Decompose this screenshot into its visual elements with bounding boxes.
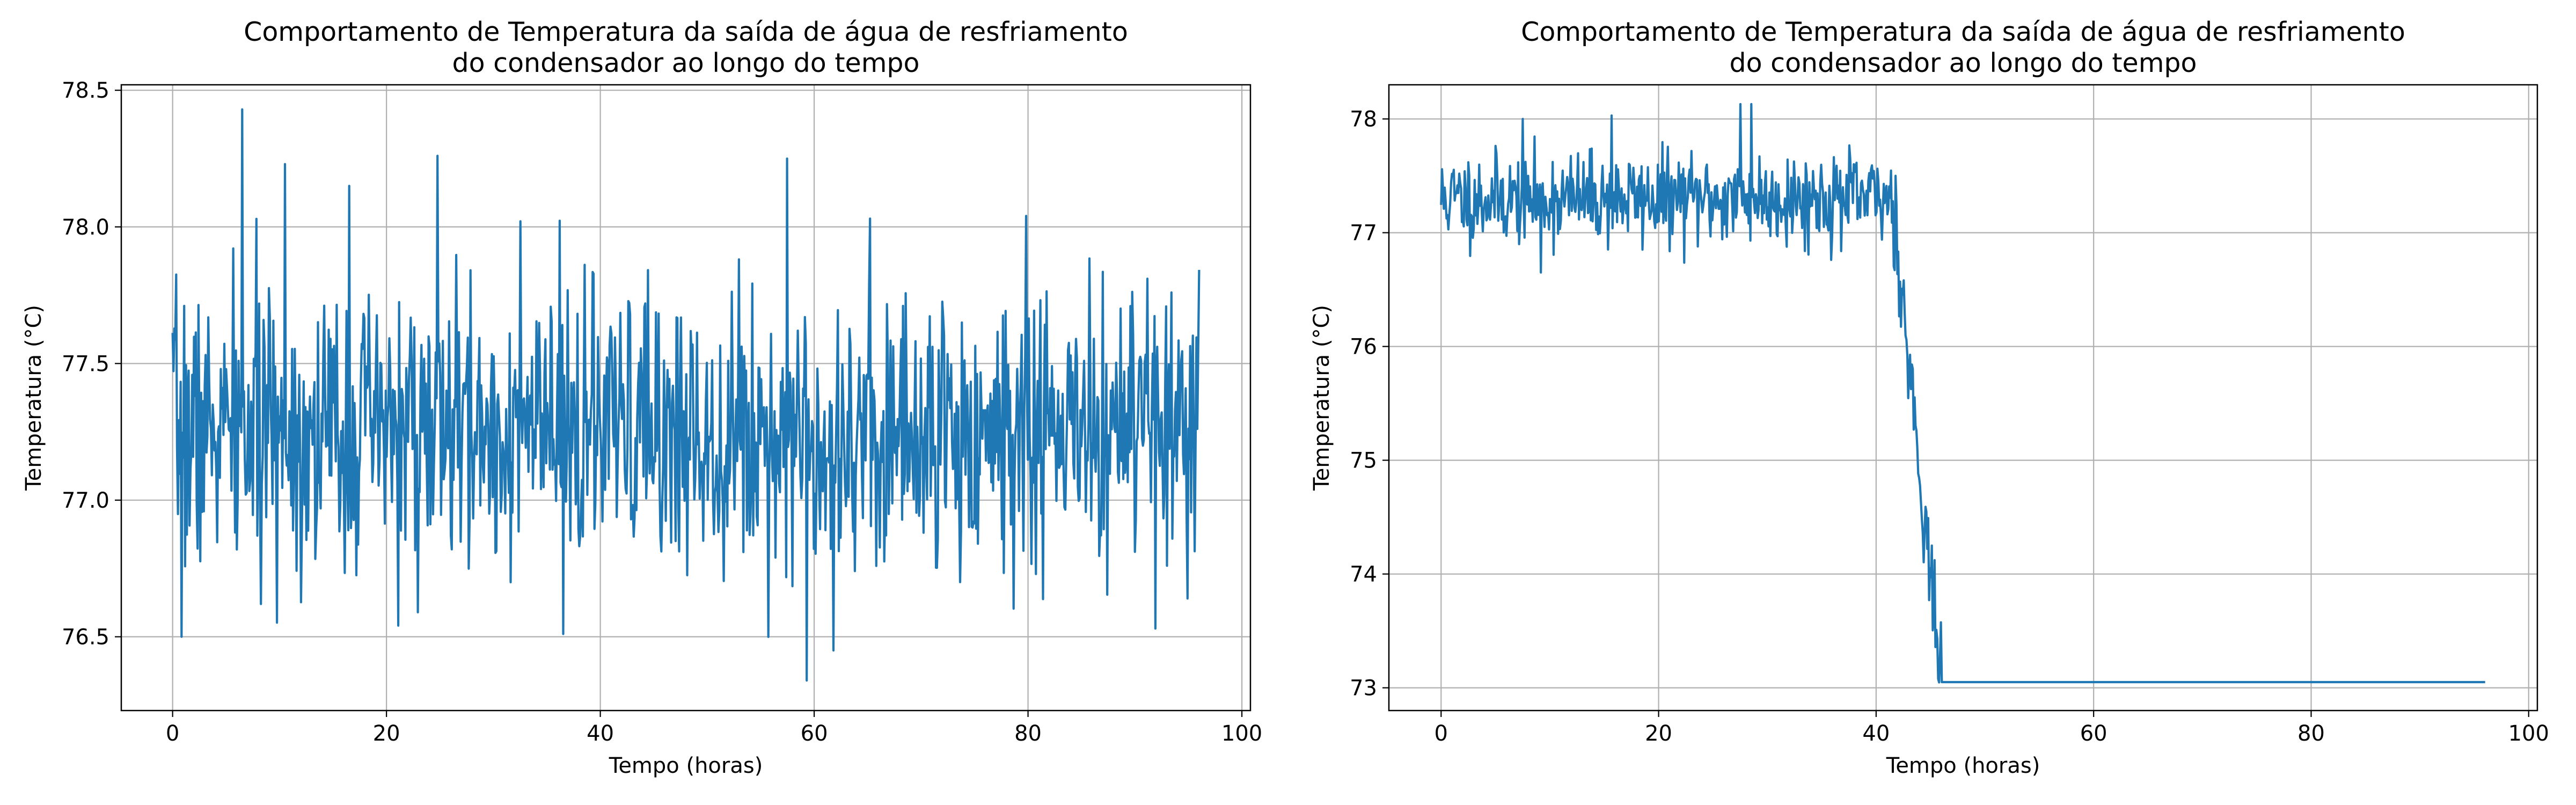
y-tick-label: 74 <box>1350 562 1377 587</box>
chart-right: Comportamento de Temperatura da saída de… <box>1309 17 2549 778</box>
chart-title-line1: Comportamento de Temperatura da saída de… <box>244 17 1128 47</box>
y-tick-label: 75 <box>1350 449 1377 473</box>
chart-title-line2: do condensador ao longo do tempo <box>452 48 919 78</box>
chart-title-line1: Comportamento de Temperatura da saída de… <box>1521 17 2405 47</box>
x-tick-label: 0 <box>166 721 179 746</box>
y-axis-ticks: 76.5 77.0 77.5 78.0 78.5 <box>62 78 121 650</box>
axes-frame <box>120 84 1252 712</box>
y-axis-label: Temperatura (°C) <box>21 305 46 491</box>
y-tick-label: 73 <box>1350 676 1377 701</box>
y-axis-ticks: 73 74 75 76 77 78 <box>1350 107 1389 701</box>
y-tick-label: 77.5 <box>62 352 109 376</box>
y-tick-label: 77 <box>1350 221 1377 246</box>
y-tick-label: 76 <box>1350 335 1377 360</box>
x-axis-ticks: 0 20 40 60 80 100 <box>1435 711 2549 746</box>
x-tick-label: 40 <box>1862 721 1890 746</box>
x-tick-label: 40 <box>587 721 614 746</box>
chart-title-line2: do condensador ao longo do tempo <box>1729 48 2197 78</box>
y-axis-label: Temperatura (°C) <box>1309 305 1334 491</box>
y-tick-label: 77.0 <box>62 488 109 513</box>
series-line <box>171 108 1201 682</box>
y-tick-label: 76.5 <box>62 625 109 650</box>
x-tick-label: 20 <box>373 721 400 746</box>
x-tick-label: 80 <box>1014 721 1042 746</box>
x-tick-label: 0 <box>1435 721 1448 746</box>
x-axis-label: Tempo (horas) <box>609 753 763 778</box>
series-line <box>1440 103 2486 684</box>
x-axis-label: Tempo (horas) <box>1886 753 2040 778</box>
x-tick-label: 60 <box>801 721 828 746</box>
plot-area <box>1440 103 2486 684</box>
x-axis-ticks: 0 20 40 60 80 100 <box>166 711 1262 746</box>
x-tick-label: 80 <box>2297 721 2325 746</box>
x-tick-label: 60 <box>2080 721 2107 746</box>
y-tick-label: 78.0 <box>62 215 109 240</box>
x-tick-label: 20 <box>1645 721 1672 746</box>
plot-area <box>171 108 1201 682</box>
y-tick-label: 78.5 <box>62 78 109 103</box>
x-tick-label: 100 <box>1221 721 1262 746</box>
x-tick-label: 100 <box>2508 721 2549 746</box>
axes-frame <box>1388 84 2538 712</box>
y-tick-label: 78 <box>1350 107 1377 132</box>
chart-left: Comportamento de Temperatura da saída de… <box>21 17 1262 778</box>
